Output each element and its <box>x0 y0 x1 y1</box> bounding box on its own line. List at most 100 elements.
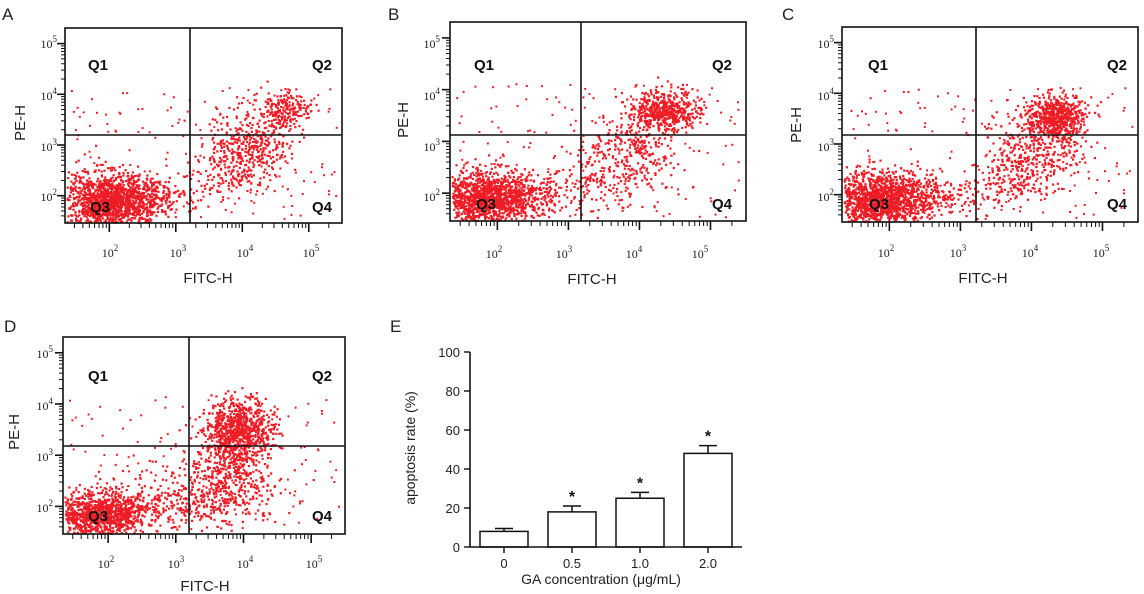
event-dot <box>77 199 80 202</box>
event-dot <box>460 182 463 186</box>
event-dot <box>224 160 227 163</box>
event-dot <box>617 147 620 150</box>
event-dot <box>216 150 219 153</box>
event-dot <box>287 108 290 111</box>
event-dot <box>478 184 481 188</box>
event-dot <box>303 136 306 139</box>
event-dot <box>227 166 230 169</box>
event-dot <box>228 165 231 168</box>
event-dot <box>678 117 681 120</box>
event-dot <box>457 194 461 197</box>
event-dot <box>182 189 185 193</box>
event-dot <box>620 117 623 120</box>
event-dot <box>290 194 293 197</box>
event-dot <box>93 207 96 210</box>
event-dot <box>296 110 300 113</box>
event-dot <box>177 121 180 124</box>
event-dot <box>504 189 507 192</box>
event-dot <box>469 217 472 220</box>
event-dot <box>133 211 136 214</box>
event-dot <box>228 149 231 152</box>
event-dot <box>676 110 679 113</box>
event-dot <box>514 167 517 171</box>
event-dot <box>178 118 181 121</box>
event-dot <box>686 121 689 124</box>
event-dot <box>860 208 863 211</box>
event-dot <box>277 111 280 114</box>
event-dot <box>540 189 543 192</box>
event-dot <box>232 184 235 187</box>
event-dot <box>142 196 145 199</box>
event-dot <box>282 135 285 138</box>
axis-ticks <box>442 37 733 230</box>
event-dot <box>478 131 481 133</box>
event-dot <box>120 220 123 223</box>
event-dot <box>709 197 712 200</box>
event-dot <box>616 129 619 132</box>
event-dot <box>255 99 258 102</box>
event-dot <box>114 212 117 215</box>
event-dot <box>681 92 684 95</box>
event-dot <box>643 166 646 169</box>
event-dot <box>159 183 162 186</box>
event-dot <box>107 182 110 185</box>
event-dot <box>225 132 228 135</box>
event-dot <box>94 183 97 186</box>
event-dot <box>73 205 76 208</box>
event-dot <box>565 150 568 153</box>
event-dot <box>244 175 248 178</box>
event-dot <box>552 180 555 183</box>
event-dot <box>234 138 237 141</box>
event-dot <box>476 199 479 203</box>
event-dot <box>654 172 657 175</box>
event-dot <box>497 205 500 208</box>
event-dot <box>466 201 469 204</box>
event-dot <box>730 115 733 118</box>
event-dot <box>459 193 462 196</box>
event-dot <box>127 195 130 198</box>
event-dot <box>637 139 640 142</box>
event-dot <box>902 208 905 211</box>
event-dot <box>286 112 290 116</box>
event-dot <box>651 101 654 104</box>
event-dot <box>251 123 254 127</box>
event-dot <box>98 193 101 196</box>
event-dot <box>661 116 664 119</box>
event-dot <box>165 164 168 167</box>
event-dot <box>103 169 106 172</box>
event-dot <box>104 208 107 211</box>
event-dot <box>658 107 661 110</box>
event-dot <box>535 186 538 190</box>
event-dot <box>527 130 530 133</box>
event-dot <box>110 185 113 188</box>
event-dot <box>504 205 507 208</box>
event-dot <box>849 201 852 204</box>
event-dot <box>542 196 545 199</box>
event-dot <box>116 205 120 208</box>
event-dot <box>511 189 514 192</box>
event-dot <box>101 192 104 195</box>
event-dot <box>253 163 256 166</box>
event-dot <box>145 195 148 198</box>
event-dot <box>127 184 130 187</box>
event-dot <box>96 194 99 198</box>
event-dot <box>687 91 690 94</box>
event-dot <box>630 108 633 112</box>
event-dot <box>582 134 585 137</box>
event-dot <box>477 208 480 211</box>
event-dot <box>667 108 670 111</box>
event-dot <box>118 173 121 176</box>
event-dot <box>553 204 556 207</box>
event-dot <box>686 83 688 86</box>
event-dot <box>118 202 121 205</box>
event-dot <box>676 104 679 108</box>
event-dot <box>136 191 139 194</box>
event-dot <box>121 210 124 213</box>
event-dot <box>139 200 142 203</box>
event-dot <box>313 97 316 100</box>
event-dot <box>602 176 605 179</box>
event-dot <box>565 185 568 188</box>
event-dot <box>454 188 457 191</box>
event-dot <box>194 206 197 209</box>
event-dot <box>652 161 655 164</box>
